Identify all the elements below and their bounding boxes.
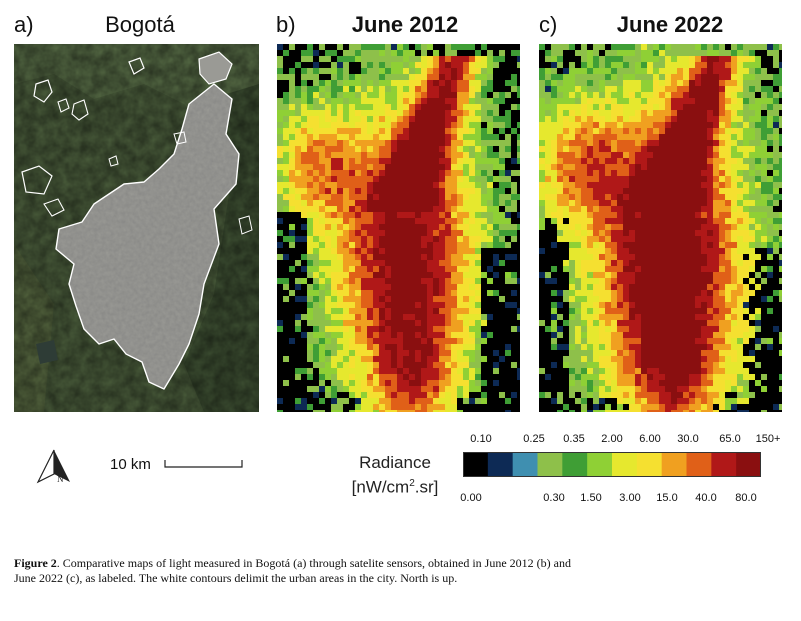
legend-title: Radiance [nW/cm2.sr] <box>330 452 460 498</box>
colorbar-segment <box>487 452 514 477</box>
colorbar-segment <box>562 452 588 477</box>
legend-upper-tick: 30.0 <box>677 433 699 445</box>
legend-upper-tick: 150+ <box>755 433 781 445</box>
legend-upper-tick: 65.0 <box>719 433 741 445</box>
colorbar-segment <box>711 452 737 477</box>
satellite-map <box>14 44 259 412</box>
legend-lower-tick: 0.30 <box>543 492 565 504</box>
legend-units: [nW/cm2.sr] <box>351 477 439 497</box>
colorbar-segment <box>587 452 613 477</box>
panel-a-label: a) <box>14 12 34 37</box>
panel-b-title: June 2012 <box>351 12 459 37</box>
north-arrow-label: N <box>57 474 64 484</box>
radiance-map-2022 <box>539 44 782 412</box>
caption-label: Figure 2 <box>14 556 57 570</box>
legend-upper-tick: 0.25 <box>523 433 545 445</box>
panel-a-title: Bogotá <box>105 12 175 37</box>
figure-caption: Figure 2. Comparative maps of light meas… <box>14 556 594 586</box>
colorbar-segment <box>636 452 663 477</box>
caption-text: . Comparative maps of light measured in … <box>14 556 571 585</box>
legend-lower-tick: 1.50 <box>580 492 602 504</box>
colorbar-segment <box>612 452 638 477</box>
scale-bar-label: 10 km <box>110 456 151 473</box>
legend-upper-tick: 0.10 <box>470 433 492 445</box>
panel-b-label: b) <box>276 12 296 37</box>
panel-c-title: June 2022 <box>616 12 724 37</box>
colorbar-segment <box>512 452 539 477</box>
colorbar-segment <box>537 452 563 477</box>
legend-upper-tick: 6.00 <box>639 433 661 445</box>
legend-title-line1: Radiance <box>359 453 431 472</box>
legend-lower-tick: 3.00 <box>619 492 641 504</box>
radiance-map-2012 <box>277 44 520 412</box>
colorbar-segment <box>686 452 712 477</box>
north-arrow-icon: N <box>36 449 70 484</box>
colorbar-border <box>463 452 761 477</box>
legend-upper-tick: 2.00 <box>601 433 623 445</box>
colorbar-segment <box>736 452 761 477</box>
scale-bar <box>164 460 243 468</box>
legend-lower-tick: 40.0 <box>695 492 717 504</box>
colorbar-segment <box>661 452 688 477</box>
legend-lower-tick: 80.0 <box>735 492 757 504</box>
legend-lower-tick: 0.00 <box>460 492 482 504</box>
panel-c-label: c) <box>539 12 558 37</box>
colorbar-segment <box>463 452 489 477</box>
legend-colorbar <box>463 452 761 477</box>
legend-upper-tick: 0.35 <box>563 433 585 445</box>
legend-lower-tick: 15.0 <box>656 492 678 504</box>
